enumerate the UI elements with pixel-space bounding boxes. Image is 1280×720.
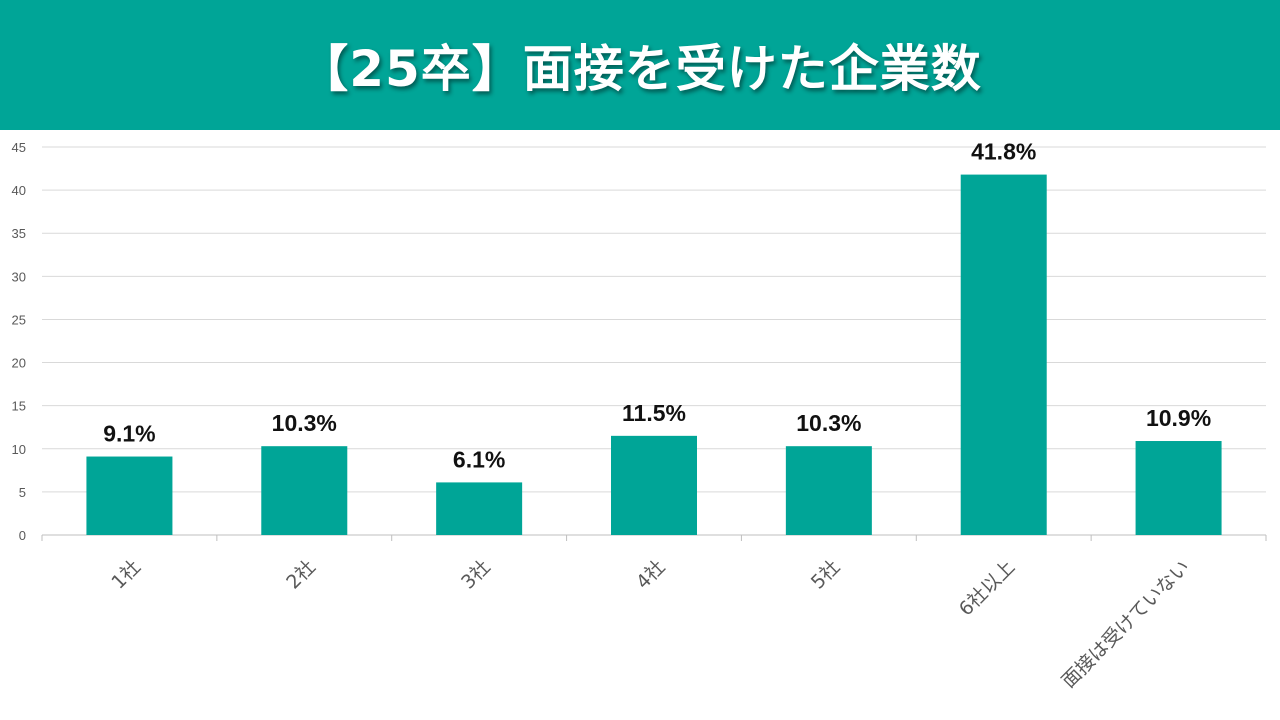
data-label: 11.5%: [622, 400, 686, 426]
y-tick-label: 40: [12, 183, 26, 198]
bar: [261, 446, 348, 535]
x-category-label: 2社: [282, 556, 320, 594]
data-label: 9.1%: [103, 421, 155, 447]
title-banner: 【25卒】面接を受けた企業数: [0, 0, 1280, 130]
bar: [785, 446, 872, 535]
bar-chart: 0 5 10 15 20 25 30 35 40 45 9.1% 10.3% 6.1% 11.5% 10.…: [12, 139, 1267, 692]
y-tick-label: 0: [19, 528, 26, 543]
chart-title: 【25卒】面接を受けた企業数: [298, 40, 982, 98]
data-label: 10.9%: [1146, 405, 1211, 431]
y-axis: 0 5 10 15 20 25 30 35 40 45: [12, 140, 26, 543]
y-tick-label: 30: [12, 269, 26, 284]
data-label: 41.8%: [971, 139, 1036, 165]
y-tick-label: 15: [12, 399, 26, 414]
y-tick-label: 10: [12, 442, 26, 457]
bar: [86, 456, 173, 535]
bar: [611, 435, 697, 535]
bar: [960, 174, 1047, 535]
y-tick-label: 25: [12, 312, 26, 327]
x-category-label: 1社: [107, 556, 145, 594]
y-tick-label: 20: [12, 356, 26, 371]
y-tick-label: 45: [12, 140, 26, 155]
data-label: 10.3%: [272, 410, 337, 436]
bars: [86, 174, 1222, 535]
x-category-label: 3社: [457, 556, 495, 594]
data-label: 6.1%: [453, 446, 505, 472]
data-labels: 9.1% 10.3% 6.1% 11.5% 10.3% 41.8% 10.9%: [103, 139, 1211, 473]
data-label: 10.3%: [796, 410, 861, 436]
bar: [436, 482, 523, 535]
x-axis: 1社 2社 3社 4社 5社 6社以上 面接は受けていない: [41, 535, 1267, 692]
x-category-label: 6社以上: [955, 556, 1019, 620]
x-category-label: 4社: [632, 556, 670, 594]
y-tick-label: 35: [12, 226, 26, 241]
bar: [1135, 441, 1222, 535]
x-category-label: 5社: [807, 556, 845, 594]
y-tick-label: 5: [19, 485, 26, 500]
x-category-label: 面接は受けていない: [1058, 556, 1194, 692]
gridlines: [42, 146, 1266, 536]
